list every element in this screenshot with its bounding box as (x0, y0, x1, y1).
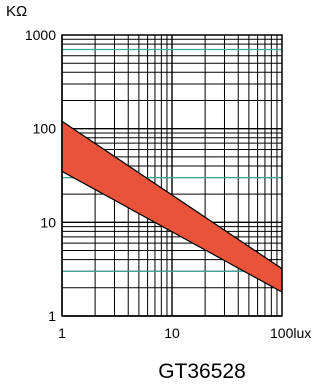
x-axis-unit: lux (293, 325, 311, 341)
chart-caption: GT36528 (158, 360, 246, 383)
y-tick-label: 10 (40, 214, 56, 230)
x-tick-labels: 1 10 100lux (58, 325, 311, 341)
plot-frame (61, 34, 283, 317)
y-tick-label: 1000 (25, 27, 56, 43)
x-tick-label: 100lux (270, 325, 311, 341)
x-tick-label: 10 (164, 325, 180, 341)
x-tick-label: 1 (58, 325, 66, 341)
y-tick-label: 1 (48, 308, 56, 324)
y-tick-labels: 1 10 100 1000 (25, 27, 56, 324)
y-tick-label: 100 (33, 121, 57, 137)
y-axis-unit: KΩ (6, 3, 27, 20)
